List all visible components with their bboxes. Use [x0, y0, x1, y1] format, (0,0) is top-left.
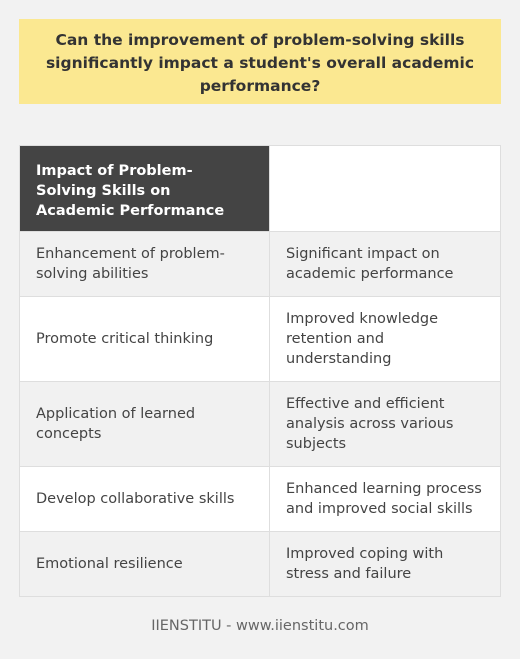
impact-cell: Significant impact on academic performan…: [269, 231, 501, 297]
impact-cell: Improved coping with stress and failure: [269, 531, 501, 597]
factor-cell: Develop collaborative skills: [19, 466, 270, 532]
table-row: Promote critical thinking Improved knowl…: [19, 296, 501, 382]
table-header-title: Impact of Problem-Solving Skills on Acad…: [19, 145, 270, 232]
factor-cell: Promote critical thinking: [19, 296, 270, 382]
table-row: Enhancement of problem-solving abilities…: [19, 231, 501, 297]
factor-cell: Enhancement of problem-solving abilities: [19, 231, 270, 297]
table-header-empty: [269, 145, 501, 232]
impact-table: Impact of Problem-Solving Skills on Acad…: [19, 145, 501, 597]
table-row: Develop collaborative skills Enhanced le…: [19, 466, 501, 532]
question-banner: Can the improvement of problem-solving s…: [19, 19, 501, 104]
table-row: Application of learned concepts Effectiv…: [19, 381, 501, 467]
table-row: Emotional resilience Improved coping wit…: [19, 531, 501, 597]
impact-cell: Improved knowledge retention and underst…: [269, 296, 501, 382]
table-header-row: Impact of Problem-Solving Skills on Acad…: [19, 145, 501, 232]
factor-cell: Emotional resilience: [19, 531, 270, 597]
factor-cell: Application of learned concepts: [19, 381, 270, 467]
question-text: Can the improvement of problem-solving s…: [45, 31, 475, 95]
impact-cell: Enhanced learning process and improved s…: [269, 466, 501, 532]
impact-cell: Effective and efficient analysis across …: [269, 381, 501, 467]
footer-credit: IIENSTITU - www.iienstitu.com: [151, 618, 369, 634]
